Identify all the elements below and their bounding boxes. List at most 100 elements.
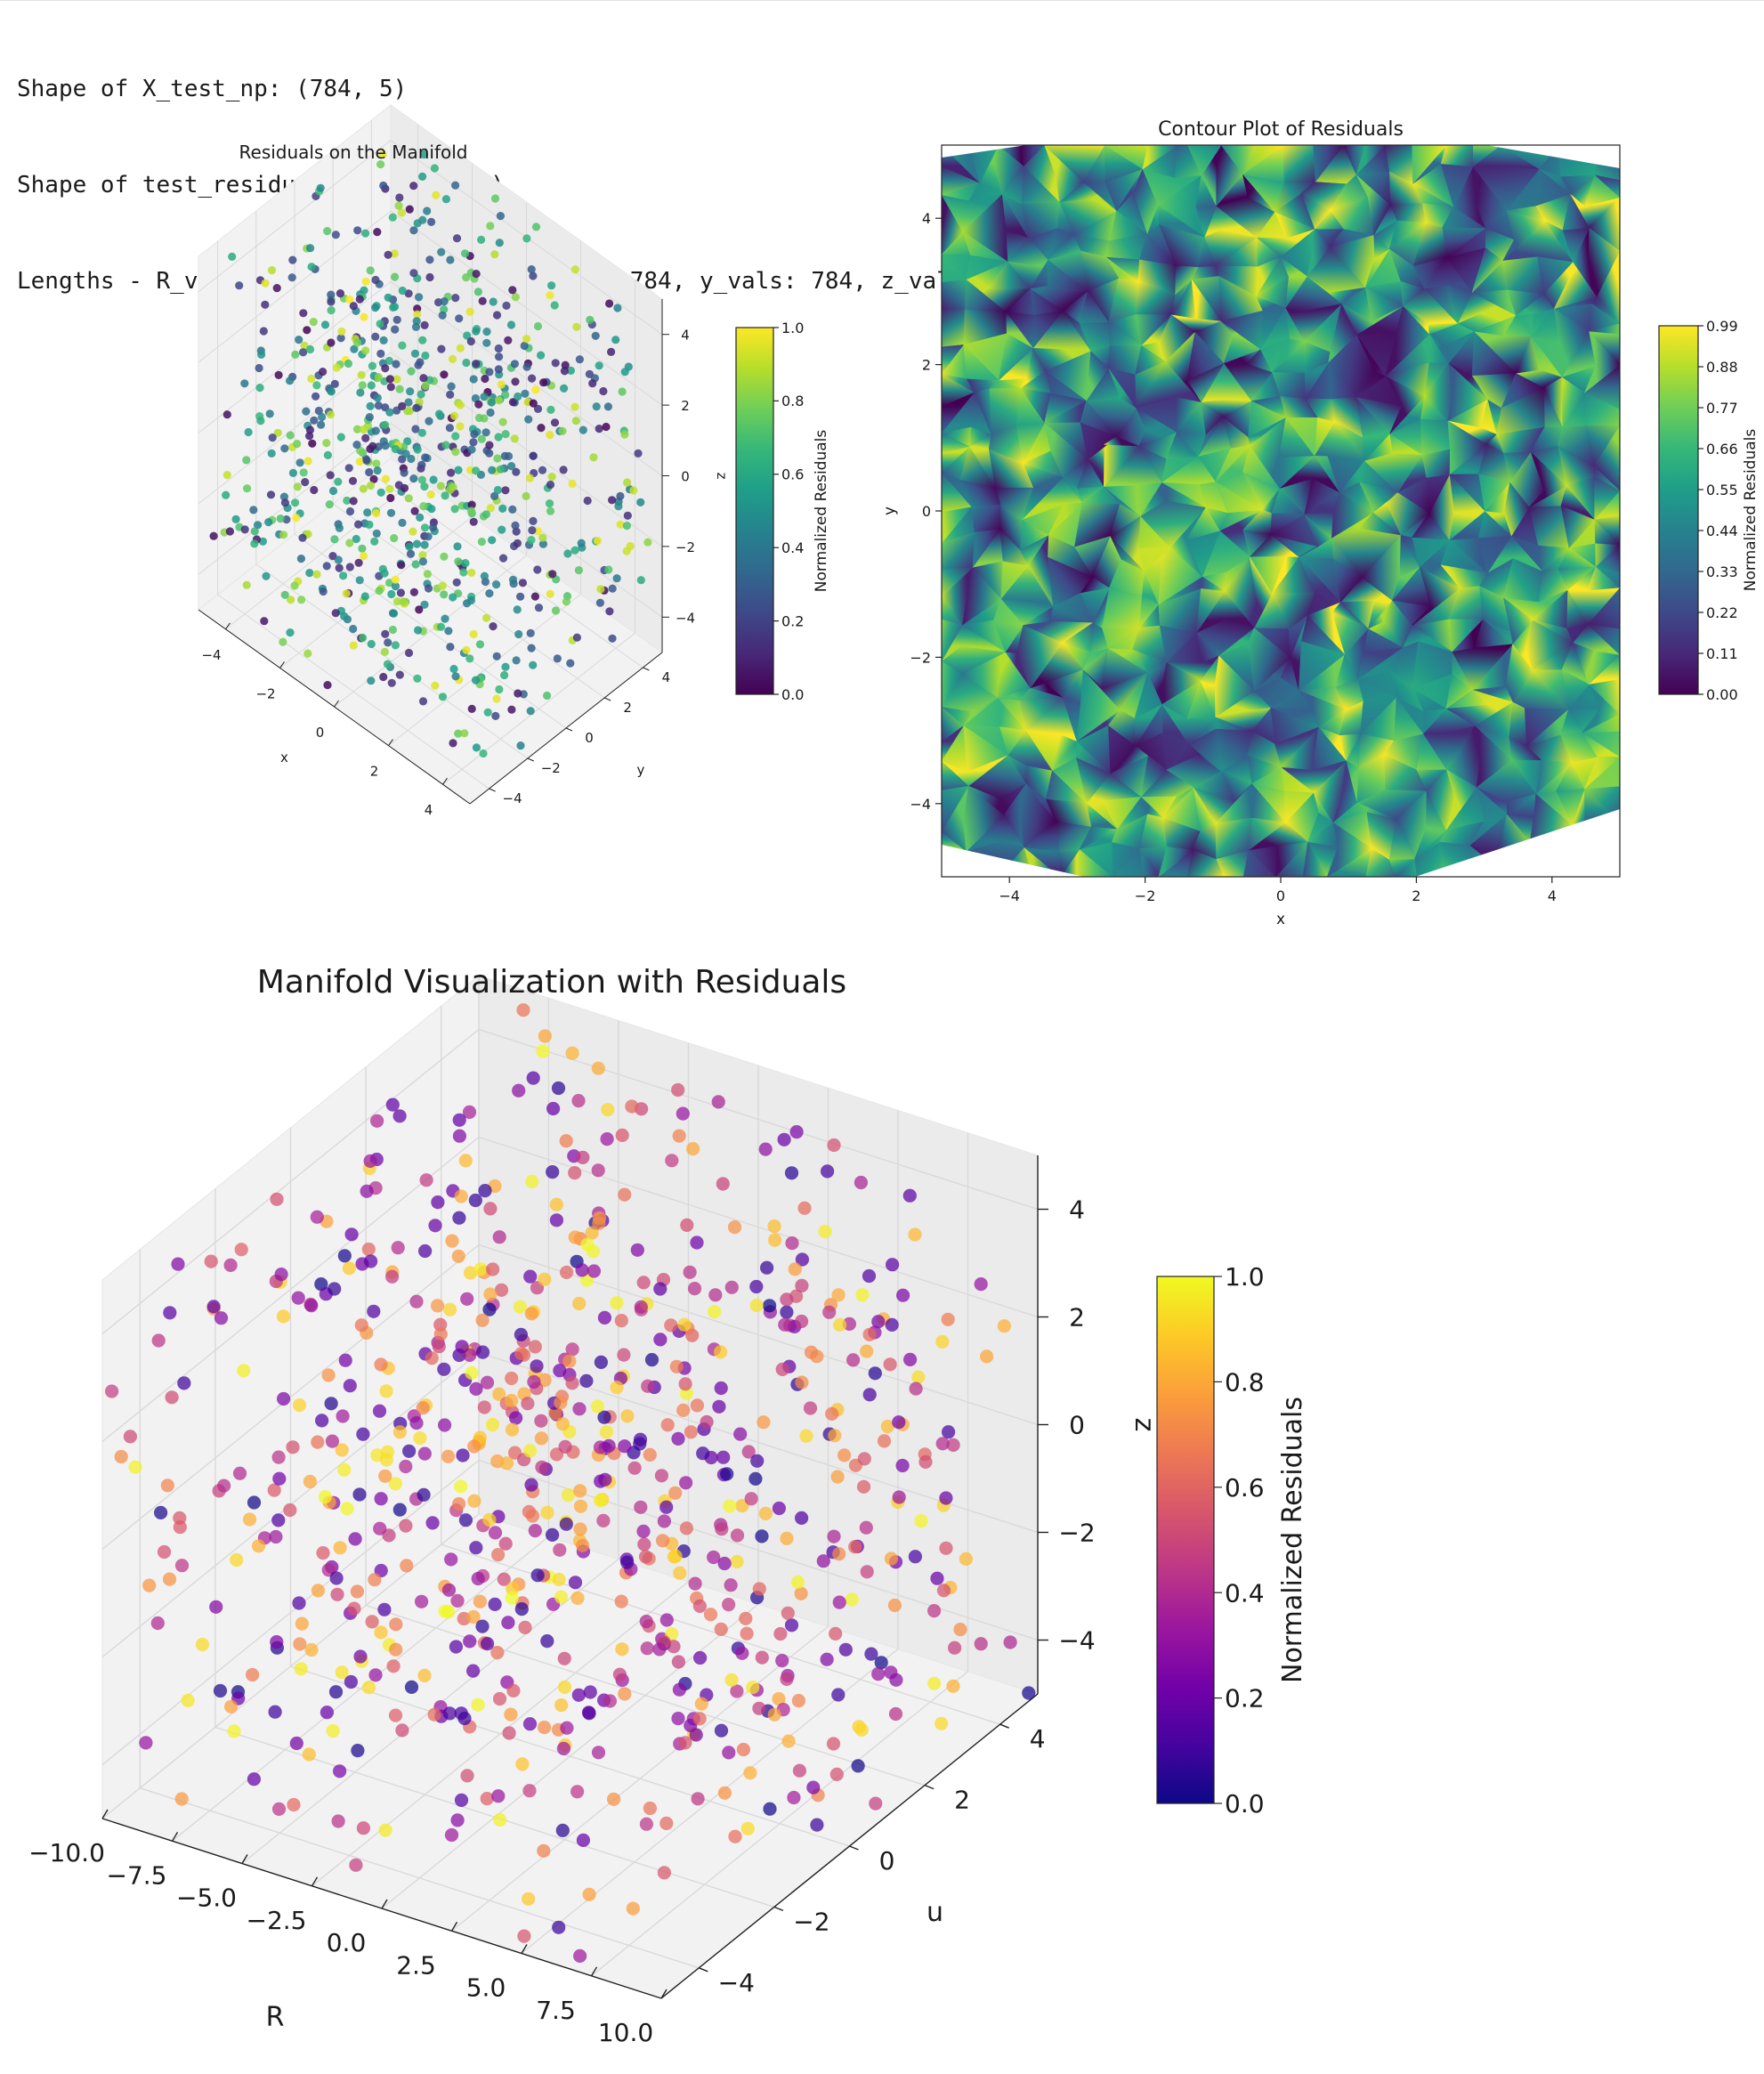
scatter-point <box>523 1269 538 1284</box>
scatter-point <box>399 1459 413 1474</box>
scatter-point <box>451 294 460 303</box>
scatter-point <box>467 445 476 454</box>
scatter-point <box>418 172 427 181</box>
scatter-point <box>441 1449 456 1463</box>
scatter-point <box>385 375 394 384</box>
scatter-point <box>385 1098 400 1112</box>
colorbar-tick-label: 0.0 <box>781 686 804 703</box>
scatter-point <box>643 538 652 547</box>
scatter-point <box>374 1492 388 1506</box>
scatter-point <box>447 382 456 391</box>
scatter-point <box>469 1381 483 1396</box>
scatter-point <box>481 374 490 384</box>
scatter-point <box>279 637 287 646</box>
scatter-point <box>927 1604 942 1618</box>
scatter-point <box>480 393 489 401</box>
scatter-point <box>452 1113 466 1127</box>
scatter-point <box>270 1192 284 1206</box>
scatter-point <box>914 1514 928 1528</box>
scatter-point <box>714 1723 729 1738</box>
y-tick <box>924 1784 935 1790</box>
contour-triangle <box>1313 145 1344 182</box>
scatter-point <box>358 544 367 553</box>
scatter-point <box>665 1154 679 1168</box>
scatter-point <box>373 1521 387 1535</box>
scatter-point <box>537 424 546 433</box>
scatter-point <box>715 1522 729 1536</box>
scatter-point <box>411 560 420 569</box>
scatter-point <box>336 334 345 343</box>
scatter-point <box>837 1448 852 1462</box>
scatter-point <box>413 304 422 313</box>
scatter-point <box>477 434 486 443</box>
scatter-point <box>405 205 414 214</box>
x-tick-label: 0 <box>1276 887 1285 904</box>
colorbar-tick-label: 0.77 <box>1706 400 1738 417</box>
scatter-point <box>303 457 312 466</box>
scatter-point <box>597 1410 611 1424</box>
scatter-point <box>315 1414 329 1428</box>
scatter-point <box>594 1355 609 1369</box>
scatter-point <box>376 349 385 358</box>
scatter-point <box>438 311 447 320</box>
scatter-point <box>501 486 510 495</box>
scatter-point <box>465 1365 479 1380</box>
y-tick <box>643 667 650 671</box>
scatter-point <box>492 652 501 660</box>
scatter-point <box>871 1315 886 1329</box>
scatter-point <box>643 1447 657 1462</box>
scatter-point <box>334 477 343 486</box>
scatter-point <box>512 656 521 665</box>
scatter-point <box>471 1697 485 1712</box>
scatter-point <box>289 1736 303 1751</box>
scatter-point <box>419 1173 433 1187</box>
scatter-point <box>886 1258 900 1272</box>
scatter-point <box>634 449 643 458</box>
x-axis-label: x <box>1276 911 1285 928</box>
x-tick <box>521 1944 528 1954</box>
scatter-point <box>832 1595 846 1609</box>
scatter-point <box>450 1813 465 1827</box>
scatter-point <box>319 587 328 596</box>
contour-triangle <box>1242 145 1284 174</box>
scatter-point <box>456 401 465 409</box>
scatter-point <box>392 315 401 324</box>
scatter-point <box>404 398 413 407</box>
scatter-point <box>384 638 392 647</box>
x-tick <box>241 1854 248 1864</box>
scatter-point <box>974 1277 988 1292</box>
scatter-point <box>466 336 475 346</box>
scatter-point <box>830 1470 845 1484</box>
scatter-point <box>425 417 433 425</box>
scatter-point <box>406 549 416 558</box>
scatter-point <box>595 425 603 433</box>
scatter-point <box>570 265 580 274</box>
scatter-point <box>273 428 282 437</box>
scatter-point <box>482 1302 497 1317</box>
scatter-point <box>678 1736 692 1750</box>
scatter-point <box>703 1608 718 1622</box>
scatter-point <box>659 1816 674 1830</box>
chart-title: Residuals on the Manifold <box>239 142 468 163</box>
scatter-point <box>568 1576 583 1590</box>
scatter-point <box>307 374 316 384</box>
scatter-point <box>795 1252 810 1267</box>
scatter-point <box>538 1721 552 1735</box>
scatter-point <box>514 1602 529 1616</box>
scatter-point <box>571 1094 586 1108</box>
scatter-point <box>744 1492 758 1506</box>
scatter-point <box>618 387 627 396</box>
scatter-point <box>755 1650 769 1665</box>
scatter-point <box>775 1362 789 1376</box>
z-tick-label: −2 <box>676 539 695 555</box>
scatter-point <box>654 1469 669 1483</box>
scatter-point <box>614 502 623 511</box>
scatter-point <box>494 365 503 374</box>
scatter-point <box>505 1371 519 1386</box>
scatter-point <box>345 506 355 516</box>
scatter-point <box>223 410 231 419</box>
scatter-point <box>502 1726 516 1740</box>
scatter-point <box>520 341 529 351</box>
scatter-point <box>538 533 547 542</box>
scatter-point <box>448 354 457 363</box>
